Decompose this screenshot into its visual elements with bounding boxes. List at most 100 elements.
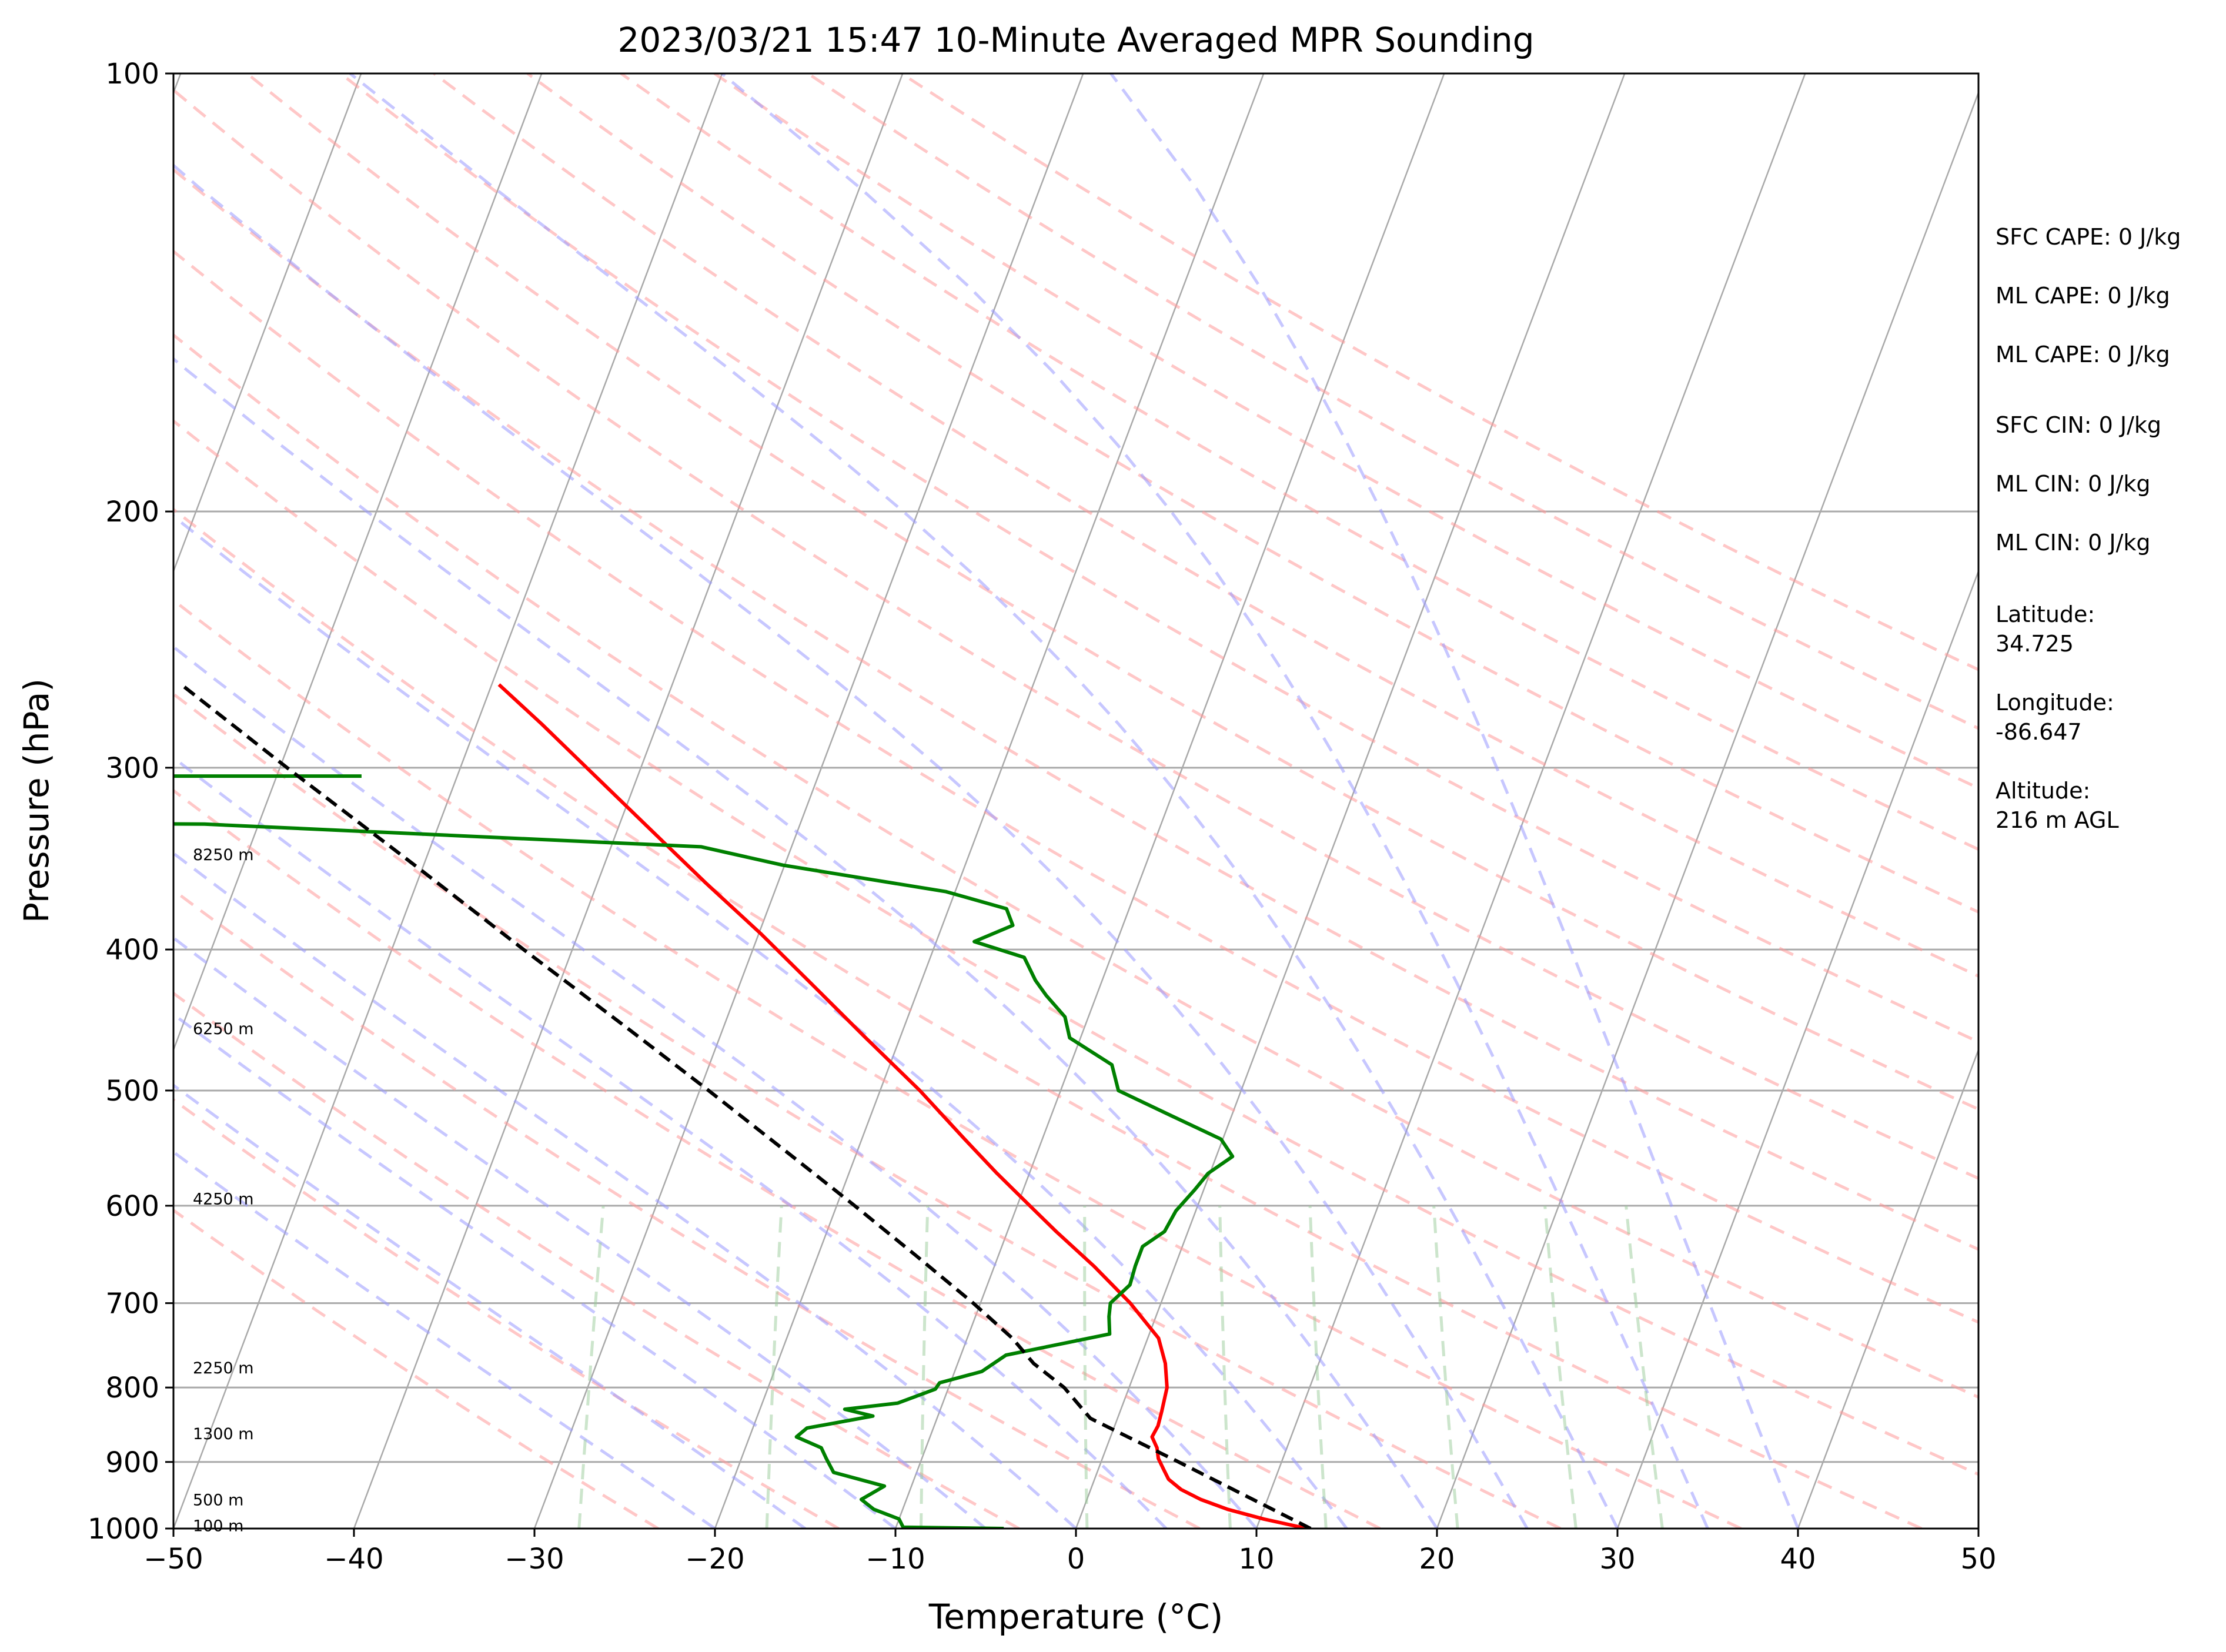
moist-adiabat-line: [173, 1083, 806, 1529]
x-tick-label: −40: [324, 1543, 383, 1576]
dry-adiabat-line: [173, 598, 1742, 1529]
moist-adiabat-line: [173, 851, 1077, 1529]
isotherm-line: [173, 73, 543, 1052]
parcel-profile-line: [180, 683, 1312, 1529]
height-label: 1300 m: [193, 1425, 254, 1443]
y-tick-label: 200: [105, 496, 159, 529]
dry-adiabat-line: [173, 333, 1978, 1399]
x-tick-label: −20: [685, 1543, 744, 1576]
y-tick-label: 500: [105, 1075, 159, 1108]
altitude-value: 216 m AGL: [1996, 807, 2119, 833]
stat-ml-cape-2: ML CAPE: 0 J/kg: [1996, 342, 2170, 367]
x-tick-label: −50: [143, 1543, 203, 1576]
isotherm-line: [894, 73, 1445, 1529]
dry-adiabat-line: [246, 73, 1978, 1111]
y-tick-label: 900: [105, 1446, 159, 1479]
y-tick-label: 800: [105, 1372, 159, 1404]
dry-adiabat-line: [173, 692, 1562, 1529]
height-labels: 100 m 500 m 1300 m 2250 m 4250 m 6250 m 8250 m: [193, 846, 254, 1536]
moist-adiabat-line: [173, 514, 1348, 1529]
mixing-ratio-line: [765, 1205, 783, 1529]
mixing-ratio-line: [1083, 1205, 1089, 1529]
x-tick-label: 30: [1599, 1543, 1635, 1576]
x-tick-label: 50: [1960, 1543, 1996, 1576]
dry-adiabat-line: [713, 73, 1978, 790]
x-tick-label: −10: [865, 1543, 925, 1576]
isotherm-line: [714, 73, 1265, 1529]
moist-adiabat-line: [173, 1012, 897, 1529]
x-axis-ticks: −50 −40 −30 −20 −10 0 10 20 30 40 50: [143, 1529, 1997, 1576]
y-tick-label: 400: [105, 934, 159, 967]
y-tick-label: 300: [105, 752, 159, 785]
longitude-label: Longitude:: [1996, 690, 2114, 715]
dry-adiabat-line: [900, 73, 1978, 671]
y-axis-ticks: 100 200 300 400 500 600 700 800 900 1000: [88, 58, 173, 1546]
x-axis-label: Temperature (°C): [928, 1597, 1224, 1637]
dewpoint-profile-line: [173, 822, 1235, 1529]
dry-adiabat-lines: [173, 73, 1978, 1529]
sounding-stats-panel: SFC CAPE: 0 J/kg ML CAPE: 0 J/kg ML CAPE…: [1996, 224, 2181, 833]
moist-adiabat-line: [1109, 73, 1800, 1529]
dry-adiabat-line: [173, 419, 1978, 1476]
isotherm-lines: [173, 73, 1978, 1529]
mixing-ratio-line: [1625, 1205, 1664, 1529]
dry-adiabat-line: [173, 249, 1978, 1324]
x-tick-label: 40: [1780, 1543, 1816, 1576]
moist-adiabat-line: [173, 357, 1439, 1529]
mixing-ratio-line: [1308, 1205, 1328, 1529]
y-tick-label: 700: [105, 1288, 159, 1320]
y-tick-label: 100: [105, 58, 159, 91]
height-label: 8250 m: [193, 846, 254, 864]
stat-ml-cape-1: ML CAPE: 0 J/kg: [1996, 283, 2170, 309]
x-tick-label: 10: [1238, 1543, 1274, 1576]
isobar-lines: [173, 510, 1978, 1463]
dry-adiabat-line: [173, 1208, 659, 1529]
wind-barb-stubs: [173, 774, 362, 778]
dry-adiabat-line: [173, 88, 1978, 1181]
y-tick-label: 1000: [88, 1513, 159, 1546]
dry-adiabat-line: [173, 168, 1978, 1251]
moist-adiabat-line: [721, 73, 1709, 1529]
altitude-label: Altitude:: [1996, 778, 2090, 804]
mixing-ratio-line: [1432, 1205, 1459, 1529]
moist-adiabat-line: [173, 645, 1258, 1529]
mixing-ratio-line: [577, 1205, 605, 1529]
height-label: 2250 m: [193, 1359, 254, 1377]
height-label: 500 m: [193, 1492, 243, 1510]
dry-adiabat-line: [807, 73, 1978, 730]
isotherm-line: [173, 73, 362, 574]
dry-adiabat-line: [173, 991, 1020, 1529]
stat-ml-cin-2: ML CIN: 0 J/kg: [1996, 530, 2150, 556]
moist-adiabat-line: [173, 163, 1529, 1529]
y-tick-label: 600: [105, 1190, 159, 1223]
mixing-ratio-line: [920, 1205, 930, 1529]
mixing-ratio-line: [1543, 1205, 1577, 1529]
isotherm-line: [353, 73, 904, 1529]
plot-area: [173, 73, 1978, 1529]
isotherm-line: [1797, 1048, 1978, 1529]
isotherm-line: [1075, 73, 1626, 1529]
mixing-ratio-line: [1218, 1205, 1232, 1529]
isotherm-line: [1436, 91, 1978, 1529]
moist-adiabat-line: [173, 1150, 716, 1529]
dry-adiabat-line: [620, 73, 1978, 851]
moist-adiabat-line: [349, 73, 1619, 1529]
dry-adiabat-line: [339, 73, 1978, 1044]
dry-adiabat-line: [433, 73, 1978, 978]
latitude-value: 34.725: [1996, 631, 2074, 657]
sounding-profiles: [173, 683, 1312, 1529]
x-tick-label: −30: [504, 1543, 564, 1576]
isotherm-line: [1616, 569, 1978, 1529]
stat-ml-cin-1: ML CIN: 0 J/kg: [1996, 471, 2150, 497]
isotherm-line: [533, 73, 1084, 1529]
height-label: 4250 m: [193, 1190, 254, 1208]
dry-adiabat-line: [173, 888, 1201, 1529]
chart-title: 2023/03/21 15:47 10-Minute Averaged MPR …: [617, 20, 1534, 60]
temperature-profile-line: [497, 683, 1308, 1529]
x-tick-label: 20: [1419, 1543, 1455, 1576]
moist-adiabat-lines: [173, 73, 1800, 1529]
stat-sfc-cape: SFC CAPE: 0 J/kg: [1996, 224, 2181, 250]
latitude-label: Latitude:: [1996, 601, 2095, 627]
